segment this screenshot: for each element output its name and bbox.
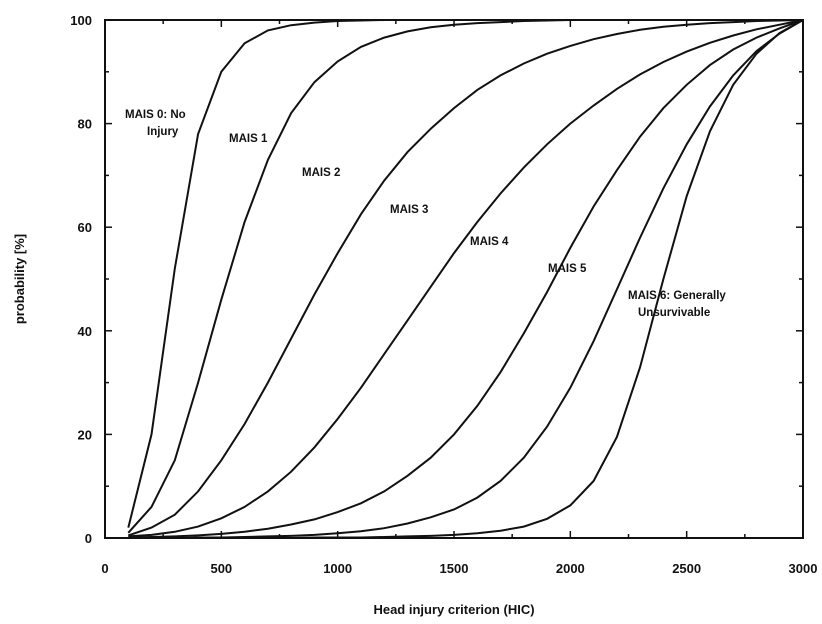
series-label-0: MAIS 0: No <box>125 109 186 121</box>
series-label-2: MAIS 2 <box>302 167 340 179</box>
y-axis-title: probability [%] <box>12 234 27 324</box>
y-tick-label: 20 <box>78 427 92 442</box>
curve-series-3 <box>128 19 804 538</box>
x-tick-label: 2000 <box>556 561 585 576</box>
x-tick-label: 500 <box>210 561 232 576</box>
curve-series-2 <box>127 19 804 537</box>
annotations-layer: MAIS 0: No Injury MAIS 1 MAIS 2 MAIS 3 MAIS 4… <box>125 109 726 319</box>
curve-series-4 <box>128 19 804 539</box>
x-tick-label: 1500 <box>440 561 469 576</box>
y-tick-label: 100 <box>70 13 92 28</box>
y-tick-label: 40 <box>78 324 92 339</box>
series-label-1: MAIS 1 <box>229 133 268 145</box>
x-axis-title: Head injury criterion (HIC) <box>373 602 534 617</box>
x-tick-label: 3000 <box>789 561 818 576</box>
x-tick-label: 2500 <box>672 561 701 576</box>
curve-series-1 <box>127 19 803 534</box>
y-tick-label: 60 <box>78 220 92 235</box>
series-label-3: MAIS 3 <box>390 204 428 216</box>
series-label-6: Unsurvivable <box>638 307 710 319</box>
x-tick-label: 0 <box>101 561 108 576</box>
curve-series-6 <box>128 19 804 539</box>
curve-series-5 <box>128 19 804 539</box>
series-label-6: MAIS 6: Generally <box>628 290 726 302</box>
curves-layer <box>127 19 804 539</box>
y-tick-label: 80 <box>78 117 92 132</box>
series-label-5: MAIS 5 <box>548 263 587 275</box>
ticks-layer: 0 500 1000 1500 2000 2500 3000 0 20 40 60 80 100 <box>70 13 817 576</box>
x-tick-label: 1000 <box>323 561 352 576</box>
series-label-4: MAIS 4 <box>470 236 509 248</box>
y-tick-label: 0 <box>85 531 92 546</box>
plot-frame <box>104 19 804 539</box>
series-label-0: Injury <box>147 126 179 138</box>
